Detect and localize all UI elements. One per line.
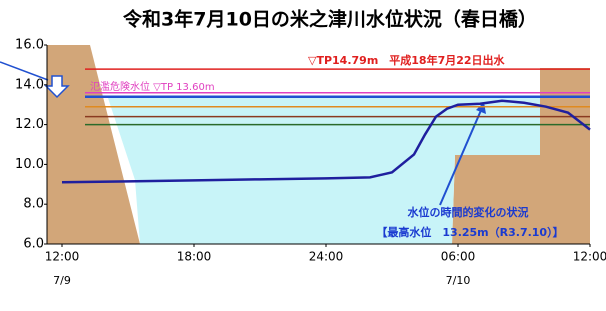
y-tick-label: 12.0	[15, 117, 44, 132]
x-tick-label: 12:00	[573, 250, 606, 264]
y-tick-label: 10.0	[15, 157, 44, 172]
date-label: 7/9	[53, 274, 71, 287]
annotation: 水位の時間的変化の状況	[408, 205, 529, 219]
y-tick-label: 8.0	[23, 197, 44, 212]
y-tick-label: 16.0	[15, 38, 44, 53]
chart: 令和3年7月10日の米之津川水位状況（春日橋） ▽TP14.79m 平成18年7…	[0, 0, 606, 307]
x-tick-label: 18:00	[177, 250, 212, 264]
x-tick-label: 06:00	[441, 250, 476, 264]
date-label: 7/10	[446, 274, 471, 287]
annotation: 【最高水位 13.25m（R3.7.10）】	[376, 225, 563, 239]
x-tick-label: 24:00	[309, 250, 344, 264]
y-tick-label: 6.0	[23, 237, 44, 252]
x-tick-label: 12:00	[45, 250, 80, 264]
y-tick-label: 14.0	[15, 77, 44, 92]
annotation: ▽TP14.79m 平成18年7月22日出水	[308, 53, 506, 67]
annotation: 氾濫危険水位 ▽TP 13.60m	[90, 80, 215, 93]
chart-title: 令和3年7月10日の米之津川水位状況（春日橋）	[123, 8, 537, 31]
